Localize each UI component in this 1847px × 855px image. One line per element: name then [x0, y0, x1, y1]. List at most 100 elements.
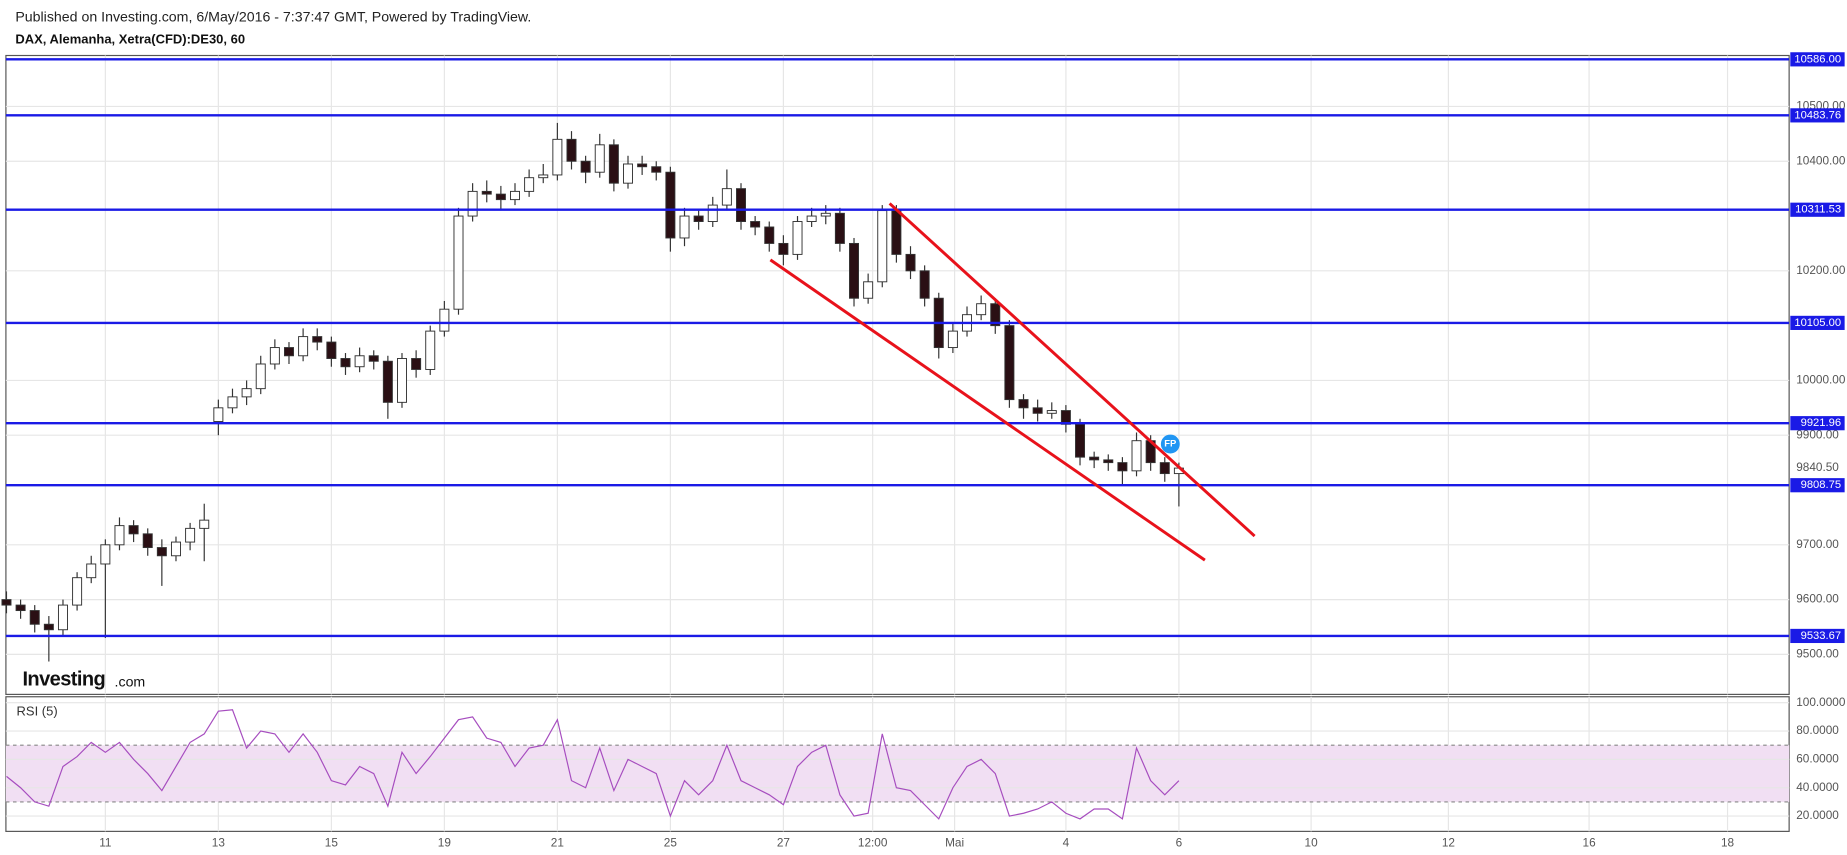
level-tag	[1790, 315, 1845, 330]
candle-body	[1075, 423, 1086, 458]
candle-body	[439, 308, 450, 332]
candle-body	[481, 190, 492, 195]
candle-body	[100, 544, 111, 565]
level-tag	[1790, 202, 1845, 217]
candle-body	[877, 210, 888, 283]
y-tick-label: 9900.00	[1796, 427, 1839, 441]
candle-body	[86, 563, 97, 579]
candle-body	[1089, 456, 1100, 461]
candle-body	[1032, 407, 1043, 414]
candle-body	[57, 604, 68, 631]
candle-body	[227, 396, 238, 409]
level-label: 9808.75	[1801, 479, 1841, 491]
candle-body	[114, 525, 125, 546]
candle-body	[524, 177, 535, 192]
candle-body	[834, 212, 845, 244]
candle-body	[679, 215, 690, 239]
y-tick-label: 9700.00	[1796, 537, 1839, 551]
candle-body	[1131, 440, 1142, 472]
rsi-band	[5, 745, 1790, 802]
candle-body	[326, 341, 337, 359]
x-tick-label: 27	[777, 835, 790, 849]
level-tag	[1790, 628, 1845, 644]
candle-body	[891, 210, 902, 255]
candle-body	[594, 144, 605, 173]
candle-body	[269, 347, 280, 365]
candle-body	[453, 215, 464, 310]
candle-body	[368, 355, 379, 362]
candle-body	[552, 138, 563, 176]
candle-body	[820, 212, 831, 217]
candle-body	[580, 160, 591, 173]
level-label: 10483.76	[1794, 109, 1841, 121]
x-tick-label: 15	[325, 835, 339, 849]
level-label: 9533.67	[1801, 630, 1841, 642]
candle-body	[905, 253, 916, 272]
candle-body	[15, 604, 26, 612]
level-tag	[1790, 108, 1845, 123]
candle-body	[29, 610, 40, 625]
candle-body	[425, 330, 436, 370]
level-tag	[1790, 478, 1845, 493]
candle-body	[1117, 462, 1128, 472]
rsi-line	[6, 709, 1180, 820]
candle-body	[976, 303, 987, 316]
candle-body	[566, 138, 577, 162]
candle-body	[538, 174, 549, 179]
level-label: 10586.00	[1794, 53, 1841, 65]
y-tick-label: 9500.00	[1796, 647, 1839, 661]
candle-body	[397, 358, 407, 403]
candle-body	[736, 188, 747, 222]
candle-body	[990, 303, 1001, 327]
candle-body	[693, 215, 704, 222]
x-tick-label: 19	[438, 835, 451, 849]
candle-body	[1, 599, 12, 606]
candle-body	[128, 525, 139, 535]
candle-body	[849, 242, 860, 299]
candle-body	[340, 358, 351, 368]
level-label: 9921.96	[1801, 417, 1841, 429]
x-tick-label: 10	[1305, 835, 1319, 849]
y-tick-label: 10000.00	[1796, 373, 1846, 387]
x-tick-label: 12:00	[858, 835, 888, 849]
candle-body	[863, 281, 874, 299]
candle-body	[623, 163, 633, 184]
svg-text:FP: FP	[1164, 439, 1176, 450]
candle-body	[72, 577, 83, 606]
candle-body	[43, 623, 54, 631]
candle-body	[156, 547, 167, 557]
logo-suffix: .com	[115, 674, 146, 690]
tv-marker: FP	[1160, 434, 1180, 454]
level-label: 10105.00	[1794, 317, 1841, 329]
candle-body	[199, 519, 210, 529]
last-price-label: 9840.50	[1796, 460, 1839, 474]
candle-body	[467, 190, 478, 217]
y-tick-label: 9600.00	[1796, 592, 1839, 606]
candle-body	[637, 163, 648, 168]
candle-body	[651, 166, 662, 173]
candle-body	[185, 527, 196, 543]
plot-layer: 11 13 15 19 21 25 27 12:00 Mai 4 6 10 12 16 18 9500.00 9…	[1, 52, 1846, 849]
candle-body	[608, 144, 619, 184]
x-tick-label: 6	[1176, 835, 1183, 849]
candle-body	[312, 336, 323, 343]
y-tick-label: 10200.00	[1796, 263, 1846, 277]
y-tick-label: 100.0000	[1796, 695, 1846, 709]
candle-body	[495, 193, 506, 201]
candle-body	[298, 336, 309, 357]
candle-body	[142, 533, 153, 549]
level-tag	[1790, 416, 1845, 431]
candle-body	[750, 221, 761, 228]
logo-name: Investing	[22, 669, 105, 691]
candle-body	[947, 330, 958, 349]
candle-body	[778, 242, 789, 255]
x-tick-label: 16	[1583, 835, 1597, 849]
x-tick-label: Mai	[945, 835, 964, 849]
candle-body	[1159, 462, 1170, 475]
symbol-line: DAX, Alemanha, Xetra(CFD):DE30, 60	[15, 32, 245, 47]
x-tick-label: 4	[1063, 835, 1070, 849]
x-tick-label: 21	[551, 835, 564, 849]
x-tick-label: 11	[99, 835, 111, 849]
